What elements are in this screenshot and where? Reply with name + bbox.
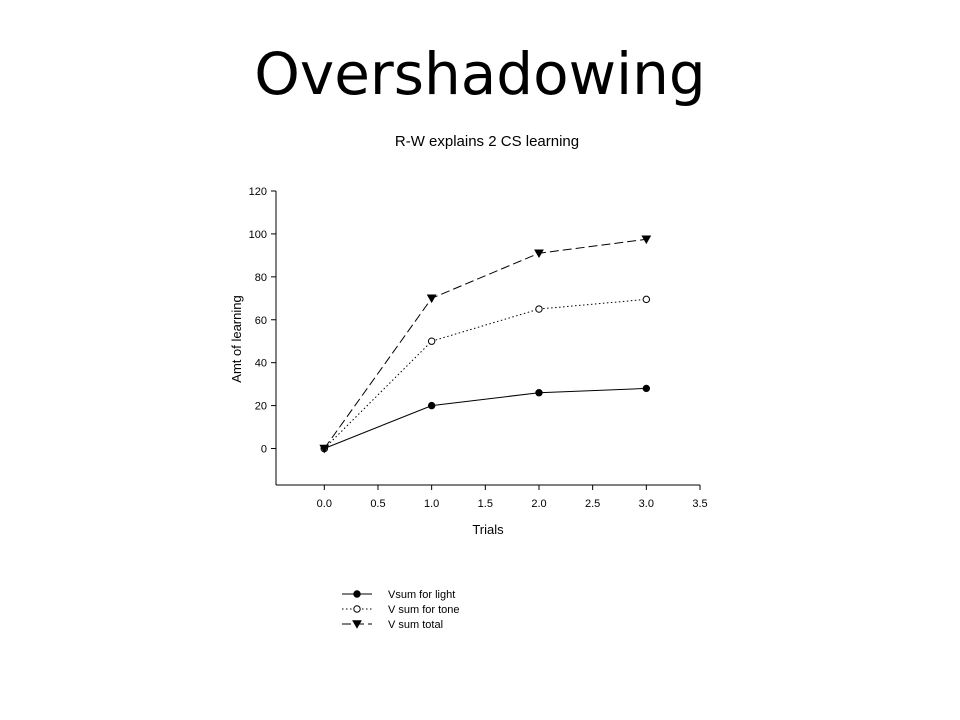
chart-title: R-W explains 2 CS learning: [395, 133, 579, 150]
x-tick-label: 0.0: [317, 498, 332, 510]
x-tick-label: 2.0: [531, 498, 546, 510]
x-tick-label: 1.0: [424, 498, 439, 510]
legend-marker: [353, 590, 361, 598]
x-tick-label: 3.0: [639, 498, 654, 510]
data-point: [427, 337, 436, 345]
y-tick-label: 60: [255, 315, 267, 327]
data-point: [534, 249, 544, 259]
series-0: [320, 384, 651, 453]
series-line: [324, 387, 647, 449]
legend-label: V sum for tone: [388, 604, 460, 616]
y-tick-label: 100: [249, 229, 267, 241]
data-point: [641, 235, 652, 245]
data-point: [642, 295, 651, 304]
legend-label: Vsum for light: [388, 589, 455, 601]
series-2: [319, 235, 652, 454]
legend-marker: [353, 605, 361, 613]
legend-item: Vsum for light: [342, 589, 455, 601]
slide-title: Overshadowing: [254, 40, 706, 108]
legend-marker: [352, 620, 362, 629]
series-group: [319, 235, 652, 454]
data-point: [642, 384, 651, 393]
legend: Vsum for light V sum for tone V sum total: [342, 589, 460, 631]
data-point: [427, 401, 436, 410]
y-axis-label: Amt of learning: [229, 295, 244, 382]
y-tick-label: 0: [261, 444, 267, 456]
axes: 0 20 40 60 80 100 120 0.0 0.5 1.0 1.5 2.0 2.5 3.0 3.5: [249, 186, 708, 510]
data-point: [319, 444, 330, 454]
legend-label: V sum total: [388, 619, 443, 631]
data-point: [535, 389, 543, 397]
y-tick-label: 20: [255, 401, 267, 413]
x-tick-label: 0.5: [370, 498, 385, 510]
data-point: [535, 305, 543, 313]
y-tick-label: 80: [255, 272, 267, 284]
x-tick-label: 2.5: [585, 498, 600, 510]
legend-item: V sum total: [342, 619, 443, 631]
legend-item: V sum for tone: [342, 604, 460, 616]
y-tick-label: 40: [255, 358, 267, 370]
series-line: [323, 238, 647, 449]
y-tick-label: 120: [249, 186, 267, 198]
data-point: [426, 294, 437, 304]
x-axis-label: Trials: [472, 522, 504, 537]
series-1: [320, 295, 651, 453]
x-tick-label: 3.5: [692, 498, 707, 510]
series-line: [323, 298, 647, 449]
x-tick-label: 1.5: [478, 498, 493, 510]
